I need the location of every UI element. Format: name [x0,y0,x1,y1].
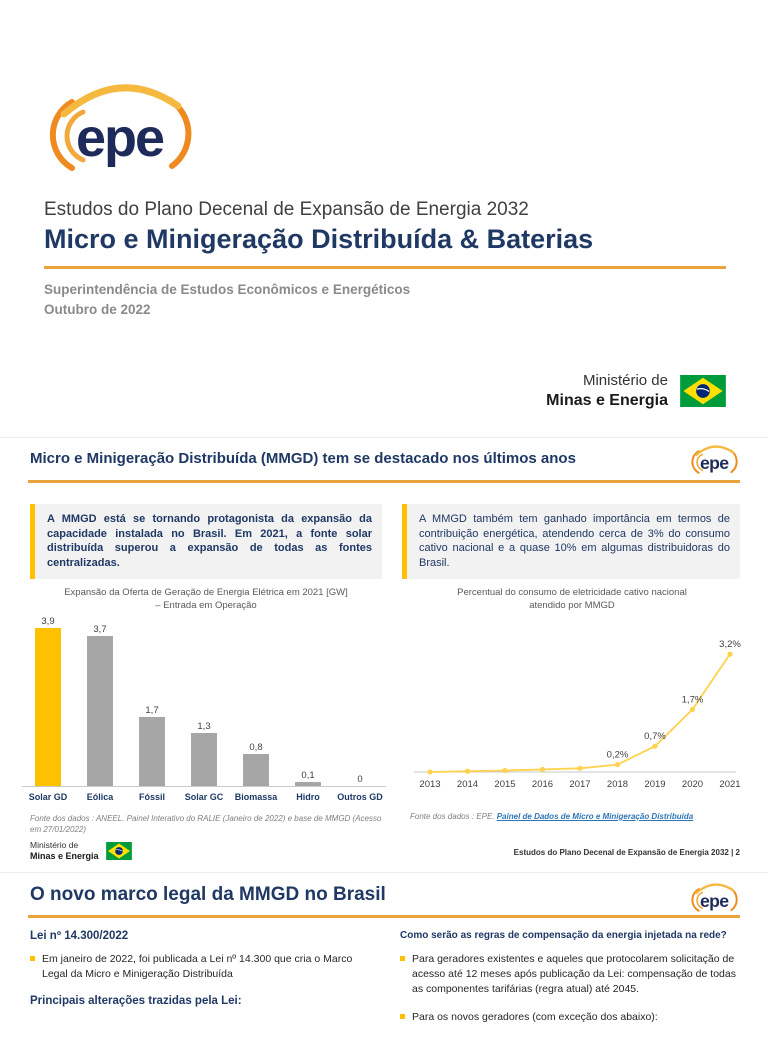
x-tick-label: 2018 [607,779,628,790]
bar-column-5: 0,1 [282,770,334,786]
ministry-line2: Minas e Energia [546,391,668,409]
bar [139,717,165,786]
bar-column-2: 1,7 [126,705,178,786]
slide3-title: O novo marco legal da MMGD no Brasil [30,884,386,905]
bar-value-label: 1,7 [145,705,159,716]
slide3-accent-rule [28,915,740,918]
ministry-line1: Ministério de [582,372,668,389]
bar-category-label: Outros GD [337,792,383,802]
law-heading: Lei nº 14.300/2022 [30,930,129,942]
compensation-bullet-2: Para os novos geradores (com exceção dos… [400,1010,746,1025]
ministry-logo-small: Ministério de Minas e Energia [30,840,132,862]
line-point [539,766,546,773]
cover-accent-rule [44,266,726,269]
point-label: 3,2% [719,639,741,650]
bar-category-label: Solar GD [28,792,68,802]
slide2-page-footer: Estudos do Plano Decenal de Expansão de … [513,848,740,857]
x-tick-label: 2017 [569,779,590,790]
cover-subtitle-line: Estudos do Plano Decenal de Expansão de … [44,199,529,220]
slide3-right-column: Como serão as regras de compensação da e… [400,930,746,1038]
bar-category-label: Fóssil [138,792,165,802]
cover-main-title: Micro e Minigeração Distribuída & Bateri… [44,224,594,254]
x-tick-label: 2015 [494,779,515,790]
compensation-question-heading: Como serão as regras de compensação da e… [400,930,727,941]
bar-value-label: 0 [357,774,363,785]
callout-energy: A MMGD também tem ganhado importância em… [402,504,740,580]
callout-capacity: A MMGD está se tornando protagonista da … [30,504,382,580]
bar-chart-plot: 3,9 3,7 1,7 1,3 0,8 0,1 0 [22,612,386,787]
bar-column-0: 3,9 [22,616,74,786]
bar-category-label: Biomassa [234,792,278,802]
slide-divider [0,872,768,873]
brazil-flag-icon [106,842,132,860]
line-point [689,706,696,712]
bar-column-3: 1,3 [178,721,230,786]
slide2-accent-rule [28,480,740,483]
bar-category-label: Eólica [86,792,114,802]
epe-logo [688,882,742,916]
ministry-line2: Minas e Energia [30,850,99,861]
line-point [727,651,733,657]
changes-heading: Principais alterações trazidas pela Lei: [30,994,242,1007]
cover-department: Superintendência de Estudos Econômicos e… [44,282,411,297]
slide2-title: Micro e Minigeração Distribuída (MMGD) t… [30,450,576,467]
compensation-bullet-1: Para geradores existentes e aqueles que … [400,952,746,997]
bar [191,733,217,786]
epe-logo [688,444,742,478]
line-chart-source-link[interactable]: Painel de Dados de Micro e Minigeração D… [496,812,694,821]
x-tick-label: 2016 [532,779,553,790]
bar-value-label: 3,9 [41,616,55,627]
bar-chart-title: Expansão da Oferta de Geração de Energia… [64,587,348,611]
bar-category-label: Solar GC [184,792,224,802]
x-tick-label: 2021 [719,779,740,790]
line-chart-title: Percentual do consumo de eletricidade ca… [457,587,687,611]
point-label: 0,2% [607,750,629,761]
law-bullet-1-text: Em janeiro de 2022, foi publicada a Lei … [42,953,353,980]
bar-value-label: 0,1 [301,770,315,781]
x-tick-label: 2019 [644,779,665,790]
bar [87,636,113,786]
bar-chart: 3,9 3,7 1,7 1,3 0,8 0,1 0 Solar GD Eólica Fóssil… [22,612,386,802]
line-point [502,767,508,774]
bar-value-label: 1,3 [197,721,211,732]
bar-chart-categories: Solar GD Eólica Fóssil Solar GC Biomassa Hidr… [22,787,386,802]
bar-chart-source: Fonte dos dados : ANEEL. Painel Interati… [30,814,382,834]
line-point [577,765,583,771]
bar-column-6: 0 [334,774,386,786]
bar [243,754,269,786]
compensation-bullet-2-text: Para os novos geradores (com exceção dos… [412,1010,658,1023]
x-tick-label: 2020 [682,779,703,790]
ministry-logo: Ministério de Minas e Energia [546,372,726,411]
bullet-square-icon [30,956,35,961]
line-series [429,653,731,773]
bar-value-label: 3,7 [93,624,107,635]
line-chart-source: Fonte dos dados : EPE. Painel de Dados d… [410,812,742,823]
bar-value-label: 0,8 [249,742,263,753]
bar-column-1: 3,7 [74,624,126,786]
x-tick-label: 2013 [419,779,440,790]
bullet-square-icon [400,1013,405,1019]
bar-column-4: 0,8 [230,742,282,786]
cover-date: Outubro de 2022 [44,302,151,317]
point-label: 0,7% [644,731,666,742]
slide-divider [0,437,768,438]
point-label: 1,7% [682,694,704,705]
brazil-flag-icon [680,375,726,407]
ministry-line1: Ministério de [30,840,79,850]
law-bullet-1: Em janeiro de 2022, foi publicada a Lei … [30,952,378,982]
bar-category-label: Hidro [296,792,320,802]
line-point [464,768,471,774]
epe-logo [42,80,202,184]
slide3-left-column: Lei nº 14.300/2022 Em janeiro de 2022, f… [30,930,378,1017]
line-chart-source-prefix: Fonte dos dados : EPE. [410,812,497,821]
bullet-square-icon [400,956,405,961]
x-tick-label: 2014 [457,779,478,790]
line-chart-svg: 2013 2014 2015 2016 2017 0,2% 2018 0,7% 2019 1,7%… [414,639,741,790]
line-point [427,769,433,775]
bar [35,628,61,786]
line-point [614,762,621,768]
line-point [652,743,658,749]
bar [295,782,321,786]
compensation-bullet-1-text: Para geradores existentes e aqueles que … [412,953,736,995]
